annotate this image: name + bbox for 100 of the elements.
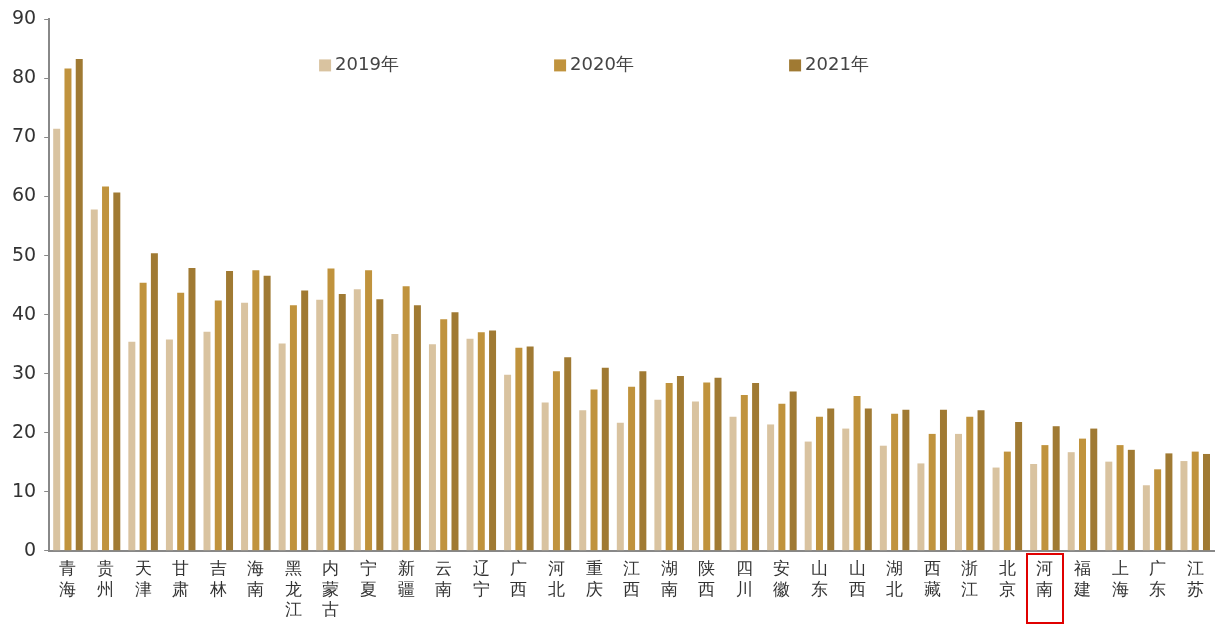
bar [289,305,297,551]
bar [1116,445,1124,551]
bar [139,282,147,551]
bar [654,399,662,551]
x-tick-label: 吉林 [208,558,227,599]
bar [1202,453,1210,551]
bar [966,416,974,551]
x-tick-label: 福建 [1072,558,1091,599]
bar [1142,485,1150,551]
bar [477,332,485,551]
x-tick-label: 陕西 [698,558,716,599]
bar [214,300,222,551]
x-tick-label: 广西 [510,558,528,599]
bar [752,383,760,551]
x-tick-label: 重庆 [585,558,603,599]
bar [1078,438,1086,551]
bar [53,128,61,551]
bar [590,389,598,551]
bar [1015,422,1023,551]
bar [128,341,136,551]
bar [842,428,850,551]
bar [703,382,711,551]
bar [316,299,324,551]
x-tick-label: 青海 [59,558,77,599]
x-tick-label: 山东 [810,558,828,599]
bar [402,286,410,551]
bar [1154,469,1162,551]
x-tick-label: 黑龙江 [284,558,302,620]
bar [504,374,512,551]
x-tick-label: 西藏 [923,558,941,599]
y-tick-label: 60 [11,183,37,206]
x-tick-label: 贵州 [97,558,115,599]
bar [241,302,249,551]
bar [1090,428,1098,551]
bar [891,413,899,551]
bar [165,339,173,551]
bar [1052,426,1060,551]
bar [113,192,121,551]
bar [177,292,185,551]
legend-label: 2019年 [335,53,399,75]
bar [278,343,286,551]
bar [466,338,474,551]
bar [639,371,647,551]
bar [815,416,823,551]
bar [552,371,560,551]
bar [767,424,775,551]
x-tick-label: 海南 [247,558,265,599]
bar [226,270,234,551]
x-tick-label: 北京 [998,558,1016,599]
legend-label: 2021年 [805,53,869,75]
bar [778,403,786,551]
y-tick-label: 70 [11,124,37,147]
x-tick-label: 山西 [848,558,866,599]
bar [564,357,572,551]
y-tick-label: 90 [11,6,37,29]
bar [64,68,72,551]
y-tick-label: 50 [11,242,37,265]
bar [489,330,497,551]
y-tick-label: 20 [11,419,37,442]
bar [804,441,812,551]
x-tick-label: 江西 [623,558,641,599]
bar [1180,461,1188,551]
bar [1067,452,1075,551]
x-tick-label: 河北 [547,558,565,599]
x-tick-label: 新疆 [397,558,415,599]
bar [992,467,1000,551]
bar [1165,453,1173,551]
bar [413,305,421,551]
bar [102,186,110,551]
bar [729,416,737,551]
x-tick-label: 浙江 [961,558,979,599]
bar [1030,464,1038,551]
bar [1127,449,1135,551]
x-tick-label: 湖北 [886,558,904,599]
bar [714,377,722,551]
bar [252,270,260,551]
bar [263,275,271,551]
x-tick-label: 辽宁 [472,558,490,599]
bar [451,312,459,551]
bar [939,409,947,551]
bar [188,267,196,551]
x-tick-label: 湖南 [660,558,678,599]
bar [1041,445,1049,551]
legend-label: 2020年 [570,53,634,75]
y-tick-label: 10 [11,478,37,501]
bar [150,253,158,551]
bar [526,346,534,551]
bar [665,383,673,551]
bar [676,376,684,551]
x-tick-label: 上海 [1111,558,1129,599]
bar [327,268,335,551]
x-tick-label: 云南 [435,558,453,599]
bar [376,299,384,551]
x-tick-label: 河南 [1036,558,1054,599]
x-tick-label: 甘肃 [172,558,190,599]
x-tick-label: 天津 [134,558,152,599]
x-tick-label: 四川 [735,558,753,599]
bar [853,396,861,551]
bar [902,409,910,551]
bar [917,463,925,551]
